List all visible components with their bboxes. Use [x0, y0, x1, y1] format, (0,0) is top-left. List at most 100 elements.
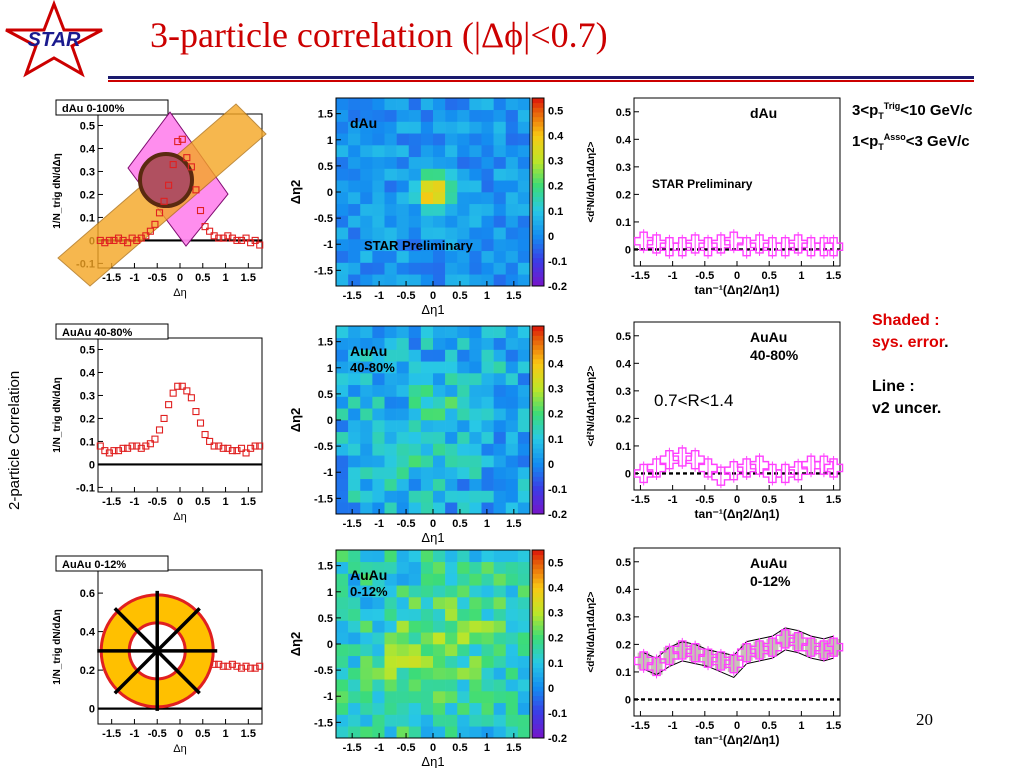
x-tick-label: -1	[668, 494, 678, 506]
y-tick-label: 0.5	[318, 389, 333, 401]
heatmap-cell	[348, 239, 361, 252]
heatmap-cell	[420, 215, 434, 228]
heatmap-cell	[433, 420, 446, 433]
y-tick-label: 0.4	[616, 134, 632, 146]
heatmap-cell	[433, 262, 446, 275]
heatmap-cell	[505, 585, 519, 598]
heatmap-cell	[445, 262, 458, 275]
data-point	[187, 163, 195, 171]
heatmap-cell	[469, 109, 482, 122]
heatmap-cell	[396, 326, 410, 339]
heatmap-cell	[396, 573, 410, 586]
y-tick-label: 0.2	[80, 189, 95, 201]
heatmap-cell	[372, 408, 385, 421]
data-point	[142, 442, 150, 450]
data-point	[210, 442, 218, 450]
heatmap-cell	[469, 168, 482, 181]
data-point	[242, 662, 250, 670]
heatmap-cell	[408, 502, 422, 515]
colorbar-cell	[532, 676, 544, 682]
heatmap-cell	[517, 109, 531, 122]
heatmap-cell	[481, 490, 494, 503]
heatmap-cell	[493, 145, 507, 158]
x-tick-label: -1	[130, 496, 140, 508]
heatmap-cell	[469, 620, 482, 633]
colorbar-cell	[532, 509, 544, 515]
heatmap-cell	[360, 109, 373, 122]
heatmap-cell	[408, 239, 422, 252]
data-point	[105, 236, 113, 244]
data-point	[169, 161, 177, 169]
heatmap-cell	[396, 667, 410, 680]
heatmap-cell	[493, 98, 507, 111]
heatmap-cell	[336, 168, 349, 181]
colorbar-tick-label: 0	[548, 459, 554, 471]
heatmap-cell	[517, 679, 531, 692]
heatmap-cell	[493, 250, 507, 263]
heatmap-cell	[336, 396, 349, 409]
data-point	[155, 209, 164, 217]
heatmap-cell	[336, 585, 349, 598]
colorbar-cell	[532, 377, 544, 383]
heatmap-cell	[420, 408, 434, 421]
heatmap-cell	[481, 98, 494, 111]
heatmap-cell	[336, 326, 349, 339]
heatmap-cell	[372, 156, 385, 169]
x-tick-label: -1.5	[343, 290, 362, 302]
x-tick-label: 0	[177, 728, 183, 740]
y-tick-label: -0.5	[314, 665, 333, 677]
data-point	[206, 227, 214, 235]
heatmap-cell	[360, 502, 373, 515]
y-tick-label: -1.5	[314, 265, 333, 277]
heatmap-cell	[505, 691, 519, 704]
heatmap-cell	[420, 714, 434, 727]
heatmap-cell	[420, 420, 434, 433]
heatmap-cell	[505, 667, 519, 680]
heatmap-cell	[384, 691, 397, 704]
heatmap-cell	[336, 192, 349, 205]
heatmap-cell	[481, 597, 494, 610]
heatmap-cell	[493, 573, 507, 586]
heatmap-cell	[457, 408, 470, 421]
heatmap-cell	[348, 361, 361, 374]
heatmap-cell	[505, 408, 519, 421]
y-tick-label: 0.5	[318, 161, 333, 173]
heatmap-cell	[348, 502, 361, 515]
colorbar-cell	[532, 145, 544, 151]
colorbar-cell	[532, 597, 544, 603]
data-point	[749, 234, 770, 254]
heatmap-cell	[384, 550, 397, 563]
heatmap-cell	[360, 121, 373, 134]
colorbar-cell	[532, 434, 544, 440]
x-tick-label: 0	[734, 494, 740, 506]
heatmap-cell	[336, 203, 349, 216]
heatmap-cell	[517, 502, 531, 515]
heatmap-cell	[396, 384, 410, 397]
heatmap-cell	[396, 121, 410, 134]
data-point	[124, 444, 132, 452]
heatmap-cell	[433, 215, 446, 228]
heatmap-cell	[372, 109, 385, 122]
colorbar-tick-label: 0.5	[548, 106, 563, 118]
heatmap-cell	[469, 373, 482, 386]
heatmap-cell	[457, 655, 470, 668]
heatmap-cell	[481, 455, 494, 468]
colorbar-cell	[532, 573, 544, 579]
heatmap-cell	[360, 632, 373, 645]
heatmap-cell	[348, 585, 361, 598]
heatmap-cell	[517, 455, 531, 468]
heatmap-cell	[493, 337, 507, 350]
heatmap-cell	[336, 608, 349, 621]
star-logo-icon	[5, 0, 103, 78]
x-tick-label: -0.5	[397, 518, 416, 530]
colorbar-cell	[532, 349, 544, 355]
heatmap-cell	[481, 349, 494, 362]
shaded-desc: sys. error	[872, 334, 945, 351]
heatmap-cell	[336, 145, 349, 158]
heatmap-cell	[396, 250, 410, 263]
heatmap-cell	[360, 98, 373, 111]
legend-box	[55, 99, 169, 116]
heatmap-cell	[457, 180, 470, 193]
y-tick-label: 0.5	[616, 331, 631, 343]
heatmap-cell	[384, 726, 397, 739]
